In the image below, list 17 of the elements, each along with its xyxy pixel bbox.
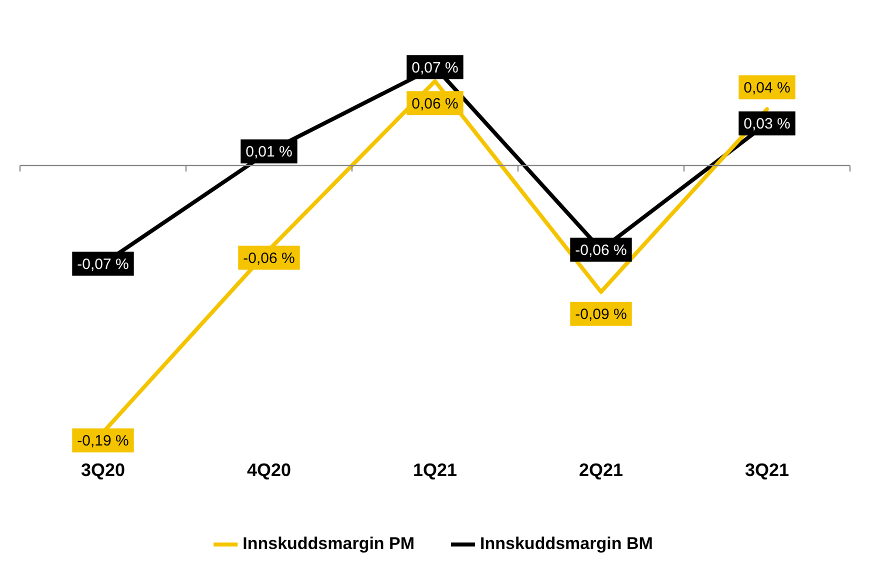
x-tick-label: 2Q21 bbox=[578, 460, 624, 480]
data-label: -0,06 % bbox=[575, 242, 627, 259]
data-label: -0,09 % bbox=[575, 306, 627, 324]
legend-label: Innskuddsmargin BM bbox=[480, 534, 653, 554]
legend-label: Innskuddsmargin PM bbox=[242, 534, 415, 554]
data-label: -0,07 % bbox=[77, 256, 129, 273]
data-label: 0,03 % bbox=[744, 115, 790, 132]
data-label: 0,06 % bbox=[412, 95, 458, 112]
x-tick-label: 1Q21 bbox=[412, 460, 458, 480]
x-tick-label: 3Q21 bbox=[744, 460, 790, 480]
data-label: 0,01 % bbox=[246, 144, 292, 161]
data-label: -0,06 % bbox=[243, 250, 295, 267]
data-label: -0,19 % bbox=[77, 432, 129, 450]
data-label: 0,07 % bbox=[412, 59, 458, 76]
x-tick-label: 4Q20 bbox=[246, 460, 292, 480]
x-tick-label: 3Q20 bbox=[80, 460, 126, 480]
data-label: 0,04 % bbox=[744, 79, 790, 96]
